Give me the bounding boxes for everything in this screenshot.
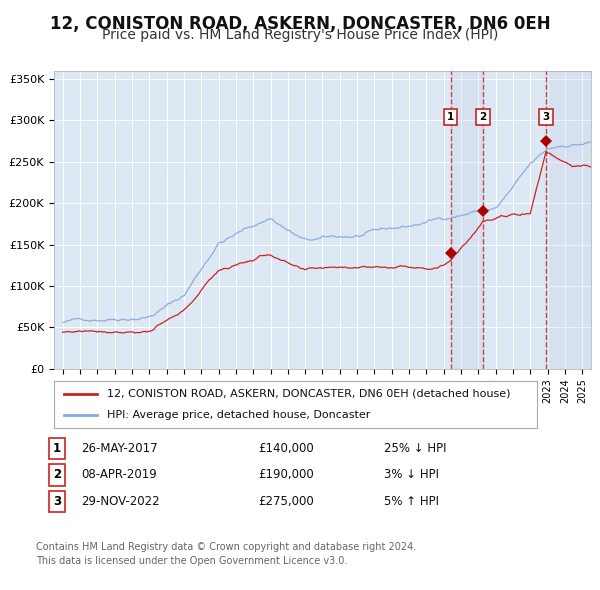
- Text: £140,000: £140,000: [258, 442, 314, 455]
- Text: £275,000: £275,000: [258, 495, 314, 508]
- Text: Contains HM Land Registry data © Crown copyright and database right 2024.: Contains HM Land Registry data © Crown c…: [36, 542, 416, 552]
- Text: 08-APR-2019: 08-APR-2019: [81, 468, 157, 481]
- Text: 2: 2: [479, 112, 487, 122]
- Text: 12, CONISTON ROAD, ASKERN, DONCASTER, DN6 0EH (detached house): 12, CONISTON ROAD, ASKERN, DONCASTER, DN…: [107, 389, 511, 399]
- Text: 12, CONISTON ROAD, ASKERN, DONCASTER, DN6 0EH: 12, CONISTON ROAD, ASKERN, DONCASTER, DN…: [50, 15, 550, 33]
- Bar: [546, 71, 591, 369]
- Text: Price paid vs. HM Land Registry's House Price Index (HPI): Price paid vs. HM Land Registry's House …: [102, 28, 498, 42]
- Text: 29-NOV-2022: 29-NOV-2022: [81, 495, 160, 508]
- Bar: [451, 71, 483, 369]
- Text: 2: 2: [53, 468, 61, 481]
- Text: £190,000: £190,000: [258, 468, 314, 481]
- Text: HPI: Average price, detached house, Doncaster: HPI: Average price, detached house, Donc…: [107, 409, 371, 419]
- Text: 3% ↓ HPI: 3% ↓ HPI: [384, 468, 439, 481]
- Text: 3: 3: [542, 112, 550, 122]
- Text: 25% ↓ HPI: 25% ↓ HPI: [384, 442, 446, 455]
- Text: This data is licensed under the Open Government Licence v3.0.: This data is licensed under the Open Gov…: [36, 556, 347, 566]
- Text: 1: 1: [447, 112, 454, 122]
- Text: 3: 3: [53, 495, 61, 508]
- Text: 1: 1: [53, 442, 61, 455]
- Text: 26-MAY-2017: 26-MAY-2017: [81, 442, 158, 455]
- Text: 5% ↑ HPI: 5% ↑ HPI: [384, 495, 439, 508]
